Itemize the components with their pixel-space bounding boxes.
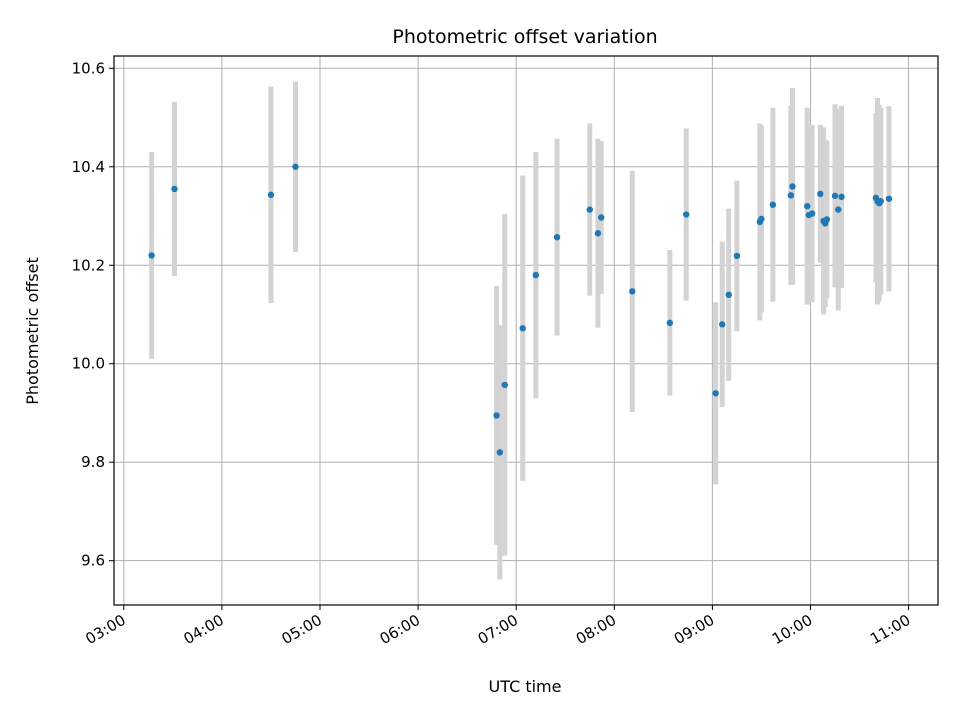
data-point — [501, 381, 508, 389]
data-point — [683, 211, 690, 218]
y-tick-label: 9.6 — [81, 552, 105, 570]
data-point — [586, 206, 593, 213]
data-point — [725, 291, 732, 299]
data-point — [769, 201, 777, 208]
data-point — [877, 198, 884, 205]
y-tick-label: 10.6 — [72, 59, 105, 77]
data-point — [789, 183, 796, 190]
data-point — [831, 192, 839, 200]
data-point — [808, 210, 816, 217]
y-tick-label: 10.0 — [72, 355, 105, 373]
data-point — [267, 191, 275, 199]
y-axis-ticks: 9.6 9.8 10.0 10.2 10.4 10.6 — [72, 59, 114, 570]
data-point — [496, 449, 504, 456]
data-point — [292, 163, 299, 170]
x-axis-title: UTC time — [489, 677, 562, 696]
data-point — [666, 319, 674, 327]
data-point — [629, 288, 636, 295]
y-tick-label: 9.8 — [81, 453, 105, 471]
data-point — [171, 185, 178, 193]
data-point — [758, 215, 765, 223]
y-tick-label: 10.2 — [72, 256, 105, 274]
data-point — [598, 214, 605, 221]
data-markers — [148, 163, 893, 456]
data-point — [835, 206, 842, 213]
data-point — [787, 192, 795, 199]
data-point — [838, 193, 845, 201]
y-axis-title: Photometric offset — [23, 257, 42, 405]
data-point — [553, 233, 561, 241]
data-point — [712, 390, 719, 397]
y-tick-label: 10.4 — [72, 158, 105, 176]
plot-area-frame — [113, 55, 939, 606]
data-point — [885, 195, 893, 202]
data-point — [148, 252, 155, 259]
data-point — [594, 230, 602, 237]
data-point — [718, 321, 726, 328]
data-point — [519, 325, 526, 332]
data-point — [804, 202, 811, 210]
data-point — [532, 271, 540, 279]
data-point — [817, 190, 824, 198]
data-point — [823, 216, 831, 223]
data-point — [493, 412, 500, 419]
chart-title: Photometric offset variation — [392, 26, 657, 48]
data-point — [733, 252, 741, 260]
grid — [114, 56, 938, 605]
